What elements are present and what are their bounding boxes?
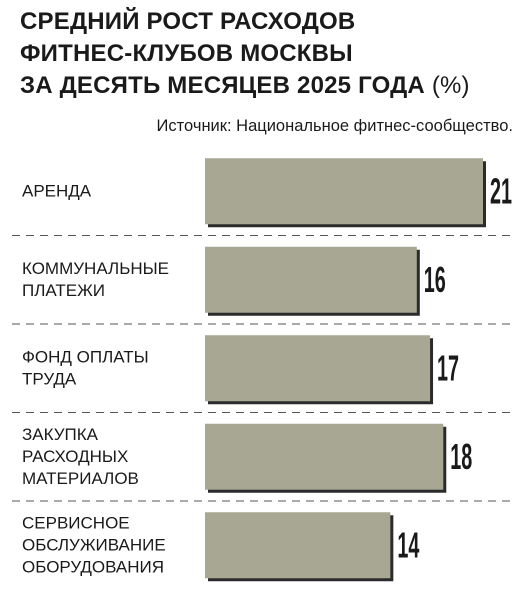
- category-label: ФОНД ОПЛАТЫ: [22, 347, 149, 366]
- category-label: ПЛАТЕЖИ: [22, 281, 105, 300]
- value-label: 14: [397, 524, 419, 565]
- bar: [205, 423, 444, 490]
- category-label: АРЕНДА: [22, 181, 92, 200]
- category-label: ОБОРУДОВАНИЯ: [22, 557, 164, 576]
- category-label: ЗАКУПКА: [22, 425, 99, 444]
- category-label: КОММУНАЛЬНЫЕ: [22, 259, 169, 278]
- bar: [205, 246, 417, 313]
- category-label: СЕРВИСНОЕ: [22, 513, 130, 532]
- value-label: 18: [450, 436, 472, 477]
- title-line-1: СРЕДНИЙ РОСТ РАСХОДОВ: [20, 8, 356, 35]
- title-unit: (%): [431, 72, 470, 99]
- value-label: 17: [437, 347, 459, 388]
- category-label: МАТЕРИАЛОВ: [22, 469, 139, 488]
- source-note: Источник: Национальное фитнес-сообщество…: [156, 117, 513, 135]
- bar: [205, 158, 483, 225]
- value-label: 16: [424, 259, 446, 300]
- bar: [205, 512, 391, 579]
- value-label: 21: [490, 170, 512, 211]
- title-line-3-text: ЗА ДЕСЯТЬ МЕСЯЦЕВ 2025 ГОДА: [20, 72, 425, 99]
- title-line-3: ЗА ДЕСЯТЬ МЕСЯЦЕВ 2025 ГОДА (%): [20, 70, 515, 102]
- category-label: ОБСЛУЖИВАНИЕ: [22, 535, 166, 554]
- title-line-2: ФИТНЕС-КЛУБОВ МОСКВЫ: [20, 40, 353, 67]
- category-label: РАСХОДНЫХ: [22, 447, 128, 466]
- chart-title: СРЕДНИЙ РОСТ РАСХОДОВ ФИТНЕС-КЛУБОВ МОСК…: [20, 6, 515, 102]
- category-label: ТРУДА: [22, 369, 77, 388]
- bar: [205, 335, 431, 402]
